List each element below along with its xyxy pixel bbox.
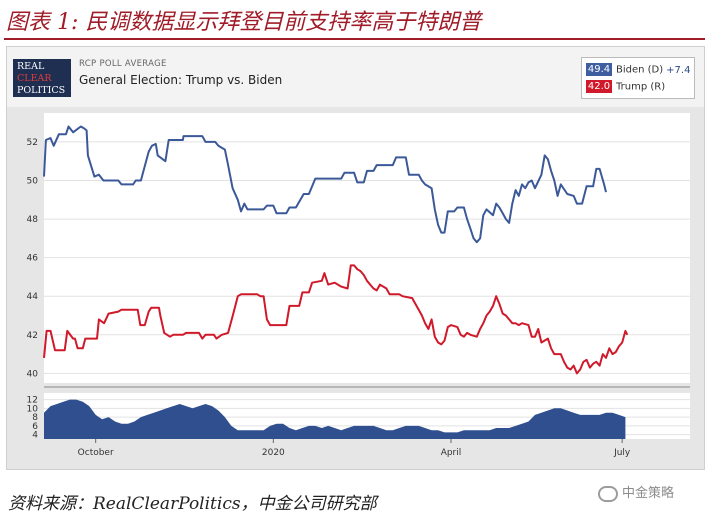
volume-tick-label: 6 bbox=[32, 422, 38, 432]
rcp-poll-average-label: RCP POLL AVERAGE bbox=[79, 59, 167, 69]
rcp-logo[interactable]: REAL CLEAR POLITICS bbox=[13, 59, 71, 97]
legend-value-trump: 42.0 bbox=[586, 80, 612, 93]
y-tick-label: 42 bbox=[27, 331, 38, 341]
legend-entry-trump[interactable]: 42.0 Trump (R) bbox=[586, 80, 665, 95]
x-tick-label: October bbox=[78, 448, 114, 458]
title-rule bbox=[4, 38, 705, 40]
legend: 49.4 Biden (D) +7.4 42.0 Trump (R) bbox=[581, 57, 695, 99]
plot-area bbox=[44, 113, 690, 383]
y-tick-label: 44 bbox=[27, 292, 39, 302]
logo-line-1: REAL bbox=[17, 61, 45, 72]
x-tick-label: July bbox=[613, 448, 631, 458]
wechat-icon bbox=[598, 485, 618, 502]
y-tick-label: 46 bbox=[27, 254, 39, 264]
figure-title: 图表 1: 民调数据显示拜登目前支持率高于特朗普 bbox=[6, 10, 482, 35]
logo-line-3: POLITICS bbox=[17, 85, 66, 96]
logo-line-2: CLEAR bbox=[17, 73, 52, 84]
volume-area-series bbox=[44, 399, 626, 439]
y-tick-label: 48 bbox=[27, 215, 39, 225]
legend-label-trump: Trump (R) bbox=[616, 81, 666, 93]
volume-tick-label: 4 bbox=[32, 431, 38, 441]
biden-line bbox=[43, 125, 607, 244]
legend-entry-biden[interactable]: 49.4 Biden (D) +7.4 bbox=[586, 63, 690, 78]
legend-label-biden: Biden (D) bbox=[616, 64, 664, 76]
chart-header: REAL CLEAR POLITICS RCP POLL AVERAGE Gen… bbox=[7, 47, 704, 107]
volume-tick-label: 12 bbox=[27, 396, 38, 406]
x-tick-label: 2020 bbox=[262, 448, 285, 458]
y-tick-label: 50 bbox=[27, 177, 39, 187]
trump-line bbox=[43, 264, 629, 375]
chart-subtitle: General Election: Trump vs. Biden bbox=[79, 73, 283, 87]
chart-panel: REAL CLEAR POLITICS RCP POLL AVERAGE Gen… bbox=[6, 46, 705, 470]
y-tick-label: 52 bbox=[27, 138, 38, 148]
legend-value-biden: 49.4 bbox=[586, 63, 612, 76]
y-tick-label: 40 bbox=[27, 369, 39, 379]
source-note: 资料来源：RealClearPolitics，中金公司研究部 bbox=[8, 494, 377, 514]
x-tick-label: April bbox=[441, 448, 462, 458]
watermark: 中金策略 bbox=[598, 482, 674, 502]
volume-tick-label: 8 bbox=[32, 413, 38, 423]
volume-tick-label: 10 bbox=[27, 404, 39, 414]
watermark-text: 中金策略 bbox=[622, 486, 675, 501]
legend-change-biden: +7.4 bbox=[666, 64, 691, 76]
